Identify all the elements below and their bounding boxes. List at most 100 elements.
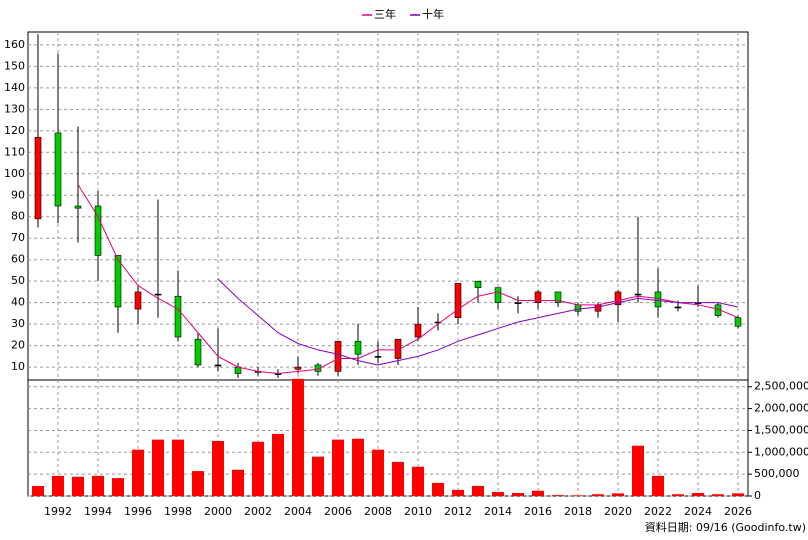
candle-body bbox=[634, 293, 642, 296]
volume-bar bbox=[612, 493, 624, 496]
volume-bar bbox=[552, 495, 564, 496]
candle-body bbox=[374, 356, 382, 358]
candle-body bbox=[214, 364, 222, 367]
y-tick-label: 50 bbox=[11, 274, 25, 287]
candle-body bbox=[54, 132, 62, 207]
candle-body bbox=[574, 304, 582, 312]
y-tick-label: 20 bbox=[11, 339, 25, 352]
volume-bar bbox=[152, 439, 164, 496]
volume-bar bbox=[652, 475, 664, 496]
volume-bar bbox=[252, 441, 264, 496]
y-tick-label: 100 bbox=[4, 167, 25, 180]
x-tick-label: 1996 bbox=[124, 505, 152, 518]
volume-bar bbox=[52, 475, 64, 496]
legend-label: 十年 bbox=[422, 7, 444, 21]
volume-bar bbox=[632, 445, 644, 496]
x-tick-label: 2026 bbox=[724, 505, 752, 518]
volume-bar bbox=[432, 482, 444, 496]
volume-bar bbox=[132, 449, 144, 496]
volume-bar bbox=[572, 495, 584, 496]
candle-body bbox=[454, 283, 462, 319]
candle-body bbox=[594, 304, 602, 312]
y-tick-label: 140 bbox=[4, 81, 25, 94]
y-tick-label: 80 bbox=[11, 210, 25, 223]
candle-body bbox=[554, 291, 562, 303]
moving-average-line bbox=[217, 278, 739, 366]
volume-bar bbox=[212, 440, 224, 496]
y-tick-label: 130 bbox=[4, 102, 25, 115]
y-tick-label: 0 bbox=[754, 489, 761, 502]
y-tick-label: 90 bbox=[11, 188, 25, 201]
x-tick-label: 2018 bbox=[564, 505, 592, 518]
y-tick-label: 2,500,000 bbox=[754, 380, 808, 393]
candle-body bbox=[654, 291, 662, 308]
y-tick-label: 60 bbox=[11, 253, 25, 266]
y-tick-label: 500,000 bbox=[754, 467, 800, 480]
x-tick-label: 2002 bbox=[244, 505, 272, 518]
x-tick-label: 2020 bbox=[604, 505, 632, 518]
volume-bar bbox=[92, 475, 104, 496]
y-tick-label: 110 bbox=[4, 145, 25, 158]
x-tick-label: 2006 bbox=[324, 505, 352, 518]
footer: 資料日期: 09/16 (Goodinfo.tw) bbox=[645, 520, 806, 534]
x-tick-label: 1994 bbox=[84, 505, 112, 518]
volume-bar bbox=[672, 494, 684, 496]
volume-bar bbox=[72, 476, 84, 496]
volume-bar bbox=[392, 461, 404, 496]
candle-body bbox=[674, 306, 682, 309]
candle-body bbox=[294, 366, 302, 370]
volume-bar bbox=[692, 492, 704, 496]
volume-bar bbox=[472, 485, 484, 496]
volume-bar bbox=[712, 494, 724, 496]
y-tick-label: 30 bbox=[11, 317, 25, 330]
x-tick-label: 1998 bbox=[164, 505, 192, 518]
volume-bar bbox=[32, 485, 44, 496]
candle-body bbox=[114, 255, 122, 308]
volume-bar bbox=[412, 466, 424, 496]
candle-body bbox=[494, 287, 502, 303]
legend-label: 三年 bbox=[374, 7, 396, 21]
x-tick-label: 2022 bbox=[644, 505, 672, 518]
y-tick-label: 1,500,000 bbox=[754, 423, 808, 436]
candle-body bbox=[134, 291, 142, 310]
candle-body bbox=[334, 341, 342, 372]
x-tick-label: 1992 bbox=[44, 505, 72, 518]
volume-bar bbox=[732, 493, 744, 496]
y-tick-label: 2,000,000 bbox=[754, 402, 808, 415]
x-tick-label: 2010 bbox=[404, 505, 432, 518]
volume-bar bbox=[312, 456, 324, 496]
volume-bar bbox=[292, 378, 304, 496]
volume-bar bbox=[372, 449, 384, 496]
candle-body bbox=[474, 280, 482, 288]
candle-body bbox=[414, 323, 422, 338]
x-tick-label: 2004 bbox=[284, 505, 312, 518]
y-tick-label: 40 bbox=[11, 296, 25, 309]
candle-body bbox=[534, 291, 542, 303]
candle-body bbox=[734, 317, 742, 327]
candle-body bbox=[94, 205, 102, 256]
volume-bar bbox=[112, 478, 124, 496]
volume-bar bbox=[272, 433, 284, 496]
x-tick-label: 2024 bbox=[684, 505, 712, 518]
volume-bar bbox=[532, 490, 544, 496]
y-tick-label: 120 bbox=[4, 124, 25, 137]
volume-bar bbox=[512, 492, 524, 496]
volume-bar bbox=[232, 469, 244, 496]
candle-body bbox=[74, 205, 82, 209]
volume-bar bbox=[332, 439, 344, 496]
x-tick-label: 2016 bbox=[524, 505, 552, 518]
volume-bar bbox=[492, 492, 504, 496]
x-tick-label: 2014 bbox=[484, 505, 512, 518]
candle-body bbox=[154, 293, 162, 296]
candle-body bbox=[194, 338, 202, 366]
volume-bar bbox=[192, 471, 204, 496]
candle-body bbox=[174, 295, 182, 338]
candle-body bbox=[34, 136, 42, 220]
y-tick-label: 150 bbox=[4, 59, 25, 72]
volume-bar bbox=[352, 438, 364, 496]
y-tick-label: 70 bbox=[11, 231, 25, 244]
candle-body bbox=[614, 291, 622, 306]
volume-bar bbox=[452, 489, 464, 496]
volume-bar bbox=[172, 439, 184, 496]
